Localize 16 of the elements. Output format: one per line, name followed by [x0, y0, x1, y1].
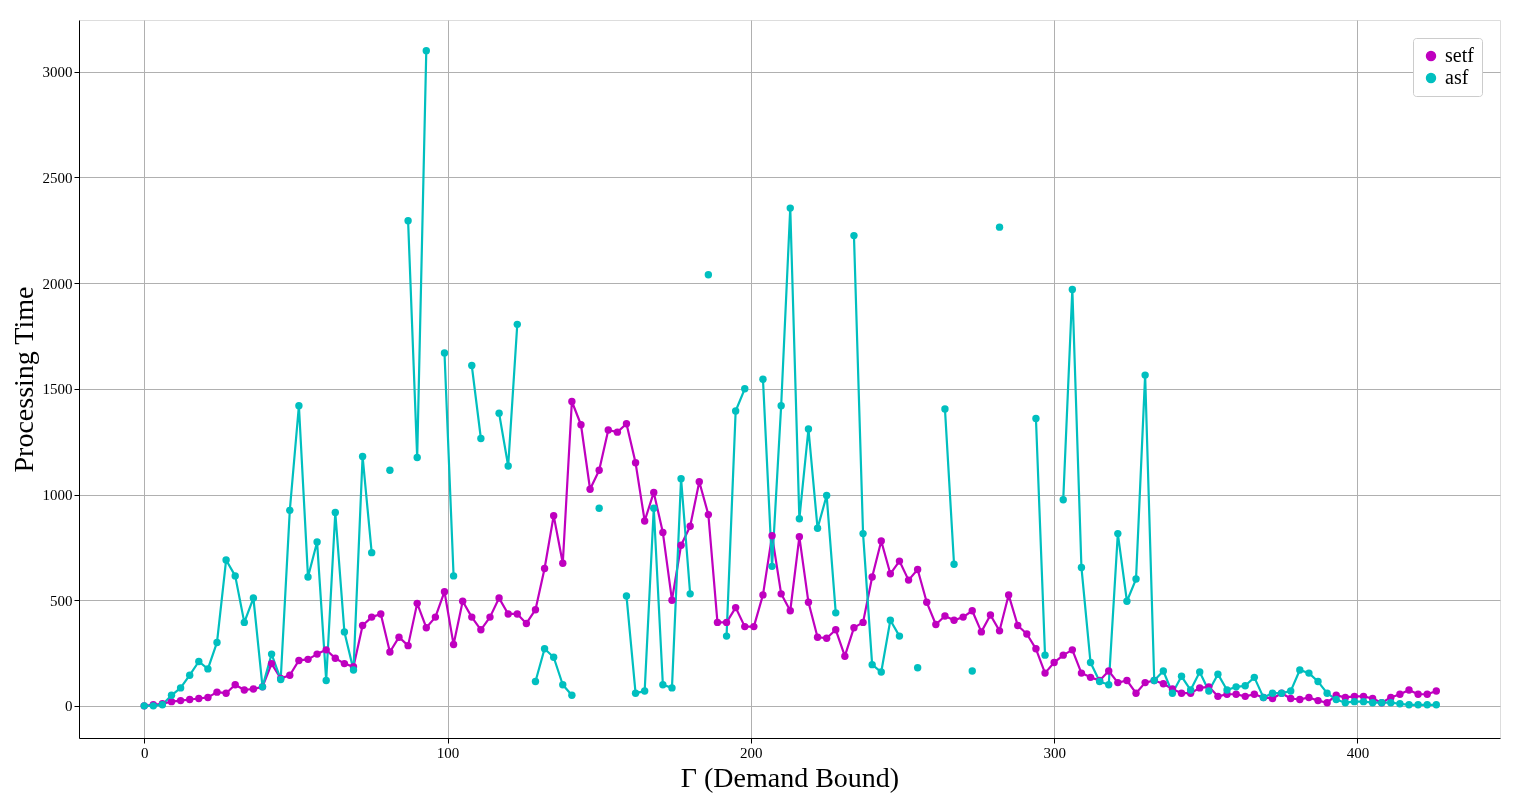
y-tick-label: 0 [65, 698, 73, 715]
y-axis-title: Processing Time [7, 286, 39, 473]
y-tick-label: 2500 [42, 169, 73, 186]
x-tick-label: 0 [140, 744, 149, 761]
y-tick-label: 3000 [42, 64, 73, 81]
x-axis-title: Γ (Demand Bound) [680, 761, 900, 793]
x-tick-label: 400 [1346, 744, 1370, 761]
y-tick-label: 1000 [42, 487, 73, 504]
legend-label: setf [1445, 44, 1475, 66]
y-tick-label: 500 [50, 592, 73, 609]
x-tick-label: 300 [1043, 744, 1066, 761]
legend-label: asf [1445, 66, 1469, 88]
y-tick-label: 1500 [42, 381, 73, 398]
x-tick-label: 100 [436, 744, 460, 761]
y-tick-label: 2000 [42, 275, 73, 292]
x-tick-label: 200 [740, 744, 763, 761]
